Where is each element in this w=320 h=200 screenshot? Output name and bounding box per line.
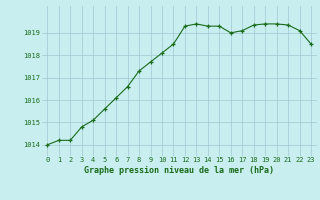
X-axis label: Graphe pression niveau de la mer (hPa): Graphe pression niveau de la mer (hPa) [84,166,274,175]
